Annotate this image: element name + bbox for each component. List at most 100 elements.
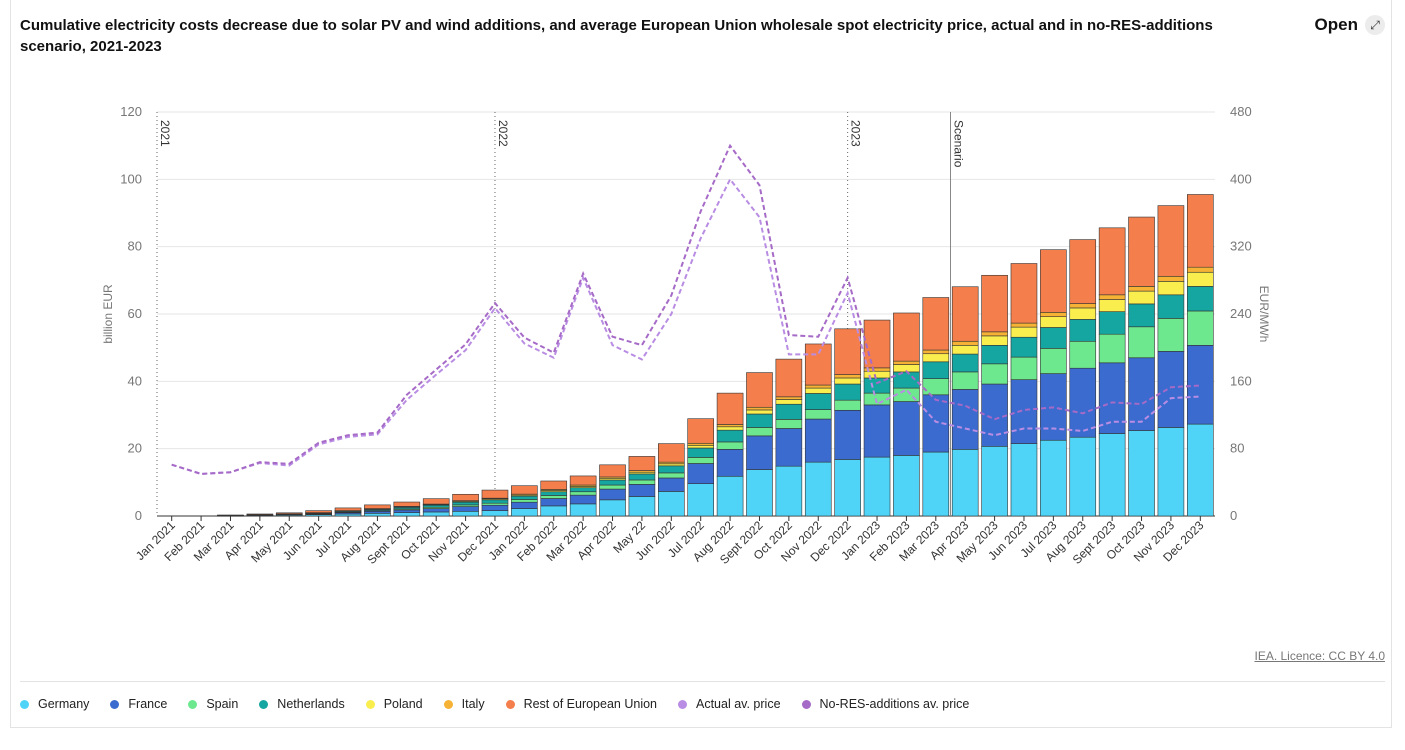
legend-item[interactable]: Spain bbox=[188, 697, 238, 711]
bar-segment bbox=[1040, 439, 1067, 517]
bar-segment bbox=[687, 463, 714, 484]
bar-segment bbox=[1187, 266, 1214, 273]
bar-segment bbox=[716, 426, 744, 431]
bar-segment bbox=[569, 494, 597, 505]
bar-segment bbox=[1128, 290, 1155, 305]
legend-item[interactable]: France bbox=[110, 697, 167, 711]
legend-swatch bbox=[505, 699, 515, 709]
bar-segment bbox=[452, 493, 479, 501]
legend-label: France bbox=[128, 697, 168, 711]
bar-segment bbox=[1040, 249, 1067, 313]
bar-segment bbox=[569, 475, 597, 486]
bar-segment bbox=[511, 508, 538, 517]
bar-segment bbox=[1157, 275, 1185, 282]
bar-segment bbox=[1010, 263, 1038, 324]
bar-segment bbox=[687, 483, 714, 517]
expand-icon[interactable]: ⤢ bbox=[1365, 15, 1385, 35]
bar-segment bbox=[981, 383, 1008, 447]
bar-segment bbox=[1069, 239, 1097, 304]
y-tick-label: 60 bbox=[128, 306, 142, 321]
bar-segment bbox=[364, 504, 391, 509]
bar-segment bbox=[951, 371, 979, 390]
bar-segment bbox=[922, 297, 950, 351]
bar-segment bbox=[1157, 427, 1185, 517]
bar-segment bbox=[1128, 430, 1155, 517]
bar-segment bbox=[687, 442, 714, 446]
legend-item[interactable]: Rest of European Union bbox=[505, 697, 657, 711]
bar-segment bbox=[1157, 205, 1185, 277]
bar-segment bbox=[716, 475, 744, 517]
bar-segment bbox=[1128, 286, 1155, 292]
bar-segment bbox=[1098, 333, 1126, 364]
bar-segment bbox=[540, 505, 568, 517]
bar-segment bbox=[863, 404, 891, 458]
legend-item[interactable]: Poland bbox=[365, 697, 423, 711]
bar-segment bbox=[569, 503, 597, 517]
bar-segment bbox=[422, 508, 450, 513]
bar-segment bbox=[393, 512, 421, 517]
bar-segment bbox=[364, 513, 391, 517]
chart-svg: 0 20 40 60 80 100 120 0 80 160 240 320 400 480 billion… bbox=[101, 104, 1271, 567]
bar-segment bbox=[922, 361, 950, 379]
legend-item[interactable]: Italy bbox=[443, 697, 485, 711]
bar-segment bbox=[716, 424, 744, 428]
bar-segment bbox=[364, 510, 391, 514]
legend-item[interactable]: Netherlands bbox=[259, 697, 345, 711]
bar-segment bbox=[599, 499, 626, 517]
bar-segment bbox=[1010, 443, 1038, 517]
y2-tick-label: 0 bbox=[1230, 508, 1237, 523]
bar-segment bbox=[1098, 433, 1126, 517]
licence-link[interactable]: IEA. Licence: CC BY 4.0 bbox=[1254, 649, 1385, 663]
period-marker-label: 2023 bbox=[849, 120, 863, 147]
bar-segment bbox=[746, 413, 773, 428]
bar-segment bbox=[951, 389, 979, 450]
bar-segment bbox=[1040, 348, 1067, 374]
bar-segment bbox=[775, 419, 803, 429]
open-button[interactable]: Open ⤢ bbox=[1315, 15, 1385, 35]
legend-item[interactable]: Actual av. price bbox=[678, 697, 781, 711]
bar-segment bbox=[716, 441, 744, 450]
bar-segment bbox=[1098, 311, 1126, 335]
bar-segment bbox=[775, 465, 803, 517]
price-line bbox=[171, 143, 1201, 475]
bar-segment bbox=[804, 461, 832, 517]
bar-segment bbox=[569, 491, 597, 496]
bar-segment bbox=[746, 427, 773, 437]
bar-segment bbox=[775, 358, 803, 398]
bar-segment bbox=[628, 484, 656, 497]
y-tick-label: 20 bbox=[128, 441, 142, 456]
bar-segment bbox=[834, 459, 861, 517]
legend-label: Spain bbox=[206, 697, 239, 711]
bar-segment bbox=[804, 387, 832, 394]
bar-segment bbox=[1010, 336, 1038, 358]
bar-segment bbox=[393, 509, 421, 513]
bar-segment bbox=[658, 477, 685, 492]
bar-segment bbox=[305, 510, 332, 513]
legend-label: Rest of European Union bbox=[523, 697, 657, 711]
bar-segment bbox=[1187, 286, 1214, 312]
bar-segment bbox=[511, 485, 538, 495]
bar-segment bbox=[217, 514, 244, 516]
bar-segment bbox=[981, 335, 1008, 346]
bar-segment bbox=[804, 384, 832, 389]
bar-segment bbox=[452, 506, 479, 512]
bar-segment bbox=[628, 456, 656, 471]
bar-segment bbox=[834, 374, 861, 379]
bar-segment bbox=[981, 274, 1008, 333]
legend-label: Italy bbox=[461, 697, 485, 711]
bar-segment bbox=[834, 328, 861, 375]
bar-segment bbox=[746, 409, 773, 415]
y-tick-label: 0 bbox=[135, 508, 142, 523]
bar-segment bbox=[599, 479, 626, 486]
legend-swatch bbox=[678, 699, 687, 709]
legend-item[interactable]: No-RES-additions av. price bbox=[801, 697, 969, 711]
legend-swatch bbox=[443, 699, 453, 709]
bar-segment bbox=[334, 513, 362, 517]
chart-title: Cumulative electricity costs decrease du… bbox=[20, 17, 1213, 55]
bar-segment bbox=[422, 504, 450, 508]
bar-segment bbox=[246, 513, 274, 515]
bar-segment bbox=[922, 349, 950, 355]
legend-item[interactable]: Germany bbox=[20, 697, 89, 711]
bar-segment bbox=[863, 456, 891, 517]
bar-segment bbox=[1069, 367, 1097, 438]
